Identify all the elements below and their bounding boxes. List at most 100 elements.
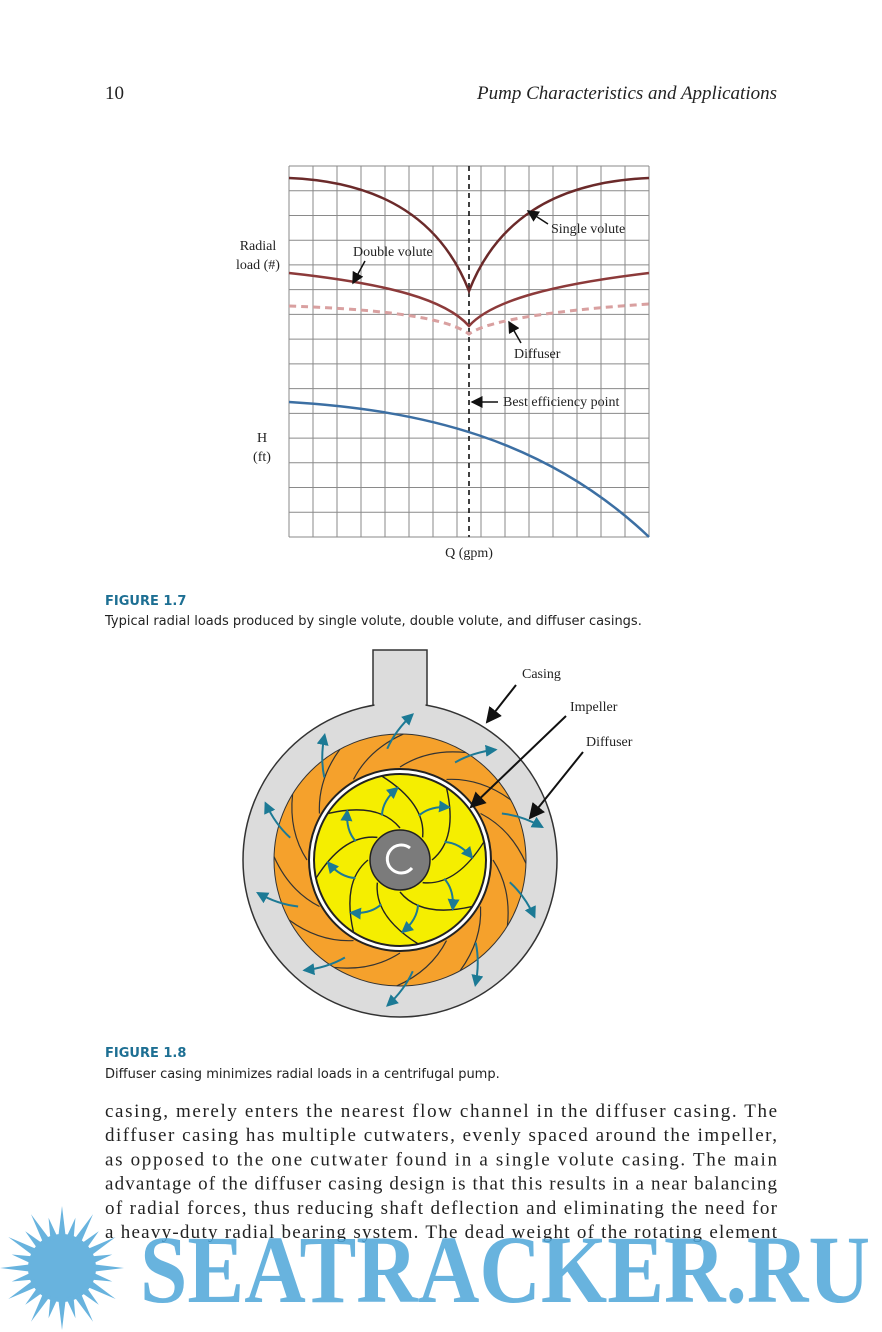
annotation: Diffuser: [514, 347, 561, 362]
axis-label: Q (gpm): [445, 546, 493, 561]
arrow: [469, 715, 567, 809]
sun-ray: [8, 1279, 39, 1299]
diffuser-vane: [446, 778, 512, 801]
annotation: Diffuser: [586, 735, 633, 750]
flow-arrow: [340, 808, 357, 842]
annotation: Double volute: [353, 245, 433, 260]
flow-arrow: [386, 713, 414, 750]
impeller-vane: [327, 809, 401, 829]
arrow: [485, 684, 517, 724]
flow-arrow: [501, 812, 544, 828]
annotation: Single volute: [551, 222, 625, 237]
diffuser-vane: [273, 856, 320, 908]
diffuser-vane: [318, 748, 341, 814]
axis-label: load (#): [236, 258, 280, 273]
flow-arrow: [471, 942, 484, 987]
sun-ray: [73, 1214, 93, 1245]
arrow: [528, 751, 584, 820]
body-line: casing, merely enters the nearest flow c…: [105, 1101, 777, 1122]
sun-ray: [25, 1231, 44, 1250]
body-line: diffuser casing has multiple cutwaters, …: [105, 1125, 777, 1146]
flow-arrow: [316, 733, 329, 778]
sun-ray: [11, 1254, 35, 1265]
flow-arrows: [256, 713, 544, 1007]
axis-label: (ft): [253, 450, 271, 465]
diffuser-vane: [334, 952, 401, 969]
sun-ray: [65, 1217, 76, 1241]
sun-ray: [58, 1206, 66, 1239]
flow-arrow: [444, 840, 474, 859]
axis-label: H: [257, 431, 267, 446]
watermark: SEATRACKER.RU: [0, 1206, 870, 1330]
pump-diagram: [242, 649, 558, 1018]
diffuser-vane: [399, 751, 466, 768]
figure-caption: Typical radial loads produced by single …: [104, 614, 642, 629]
flow-arrow: [386, 970, 414, 1007]
flow-arrow: [264, 801, 291, 839]
diffuser-vane: [291, 794, 308, 861]
body-text: casing, merely enters the nearest flow c…: [105, 1101, 778, 1243]
sun-ray: [0, 1264, 33, 1272]
impeller-vane: [431, 787, 451, 861]
figure-label: FIGURE 1.7: [105, 594, 186, 609]
sun-ray: [80, 1231, 99, 1250]
body-line: of radial forces, thus reducing shaft de…: [105, 1198, 778, 1219]
flow-arrow: [418, 800, 452, 817]
figure-label: FIGURE 1.8: [105, 1046, 186, 1061]
sun-ray: [48, 1217, 59, 1241]
annotation: Best efficiency point: [503, 395, 619, 410]
impeller-vane: [422, 841, 485, 884]
diffuser-vane: [288, 919, 354, 942]
sun-ray: [25, 1286, 44, 1305]
figure-caption: Diffuser casing minimizes radial loads i…: [105, 1067, 500, 1082]
sun-ray: [85, 1237, 116, 1257]
sun-ray: [31, 1291, 51, 1322]
sun-ray: [8, 1237, 39, 1257]
sun-ray: [11, 1271, 35, 1282]
diffuser-vane: [352, 733, 404, 780]
sun-ray: [89, 1254, 113, 1265]
rotation-arrow: [385, 843, 414, 875]
impeller-vane: [376, 882, 419, 945]
flow-arrow: [326, 861, 356, 880]
arrow: [352, 260, 366, 285]
sun-disc: [28, 1234, 96, 1302]
diffuser-vane: [492, 859, 509, 926]
sun-ray: [80, 1286, 99, 1305]
annotation: Impeller: [570, 700, 618, 715]
flow-arrow: [302, 956, 346, 976]
flow-arrow: [401, 904, 420, 934]
head-curve: [288, 400, 650, 538]
sun-ray: [91, 1264, 124, 1272]
vanes: [273, 733, 527, 987]
watermark-sun: [0, 1206, 124, 1330]
running-title: Pump Characteristics and Applications: [476, 83, 777, 104]
double-volute-curve: [288, 271, 650, 328]
impeller-vane: [315, 836, 378, 879]
diffuser-vane: [480, 812, 527, 864]
hub: [369, 829, 431, 891]
sun-ray: [85, 1279, 116, 1299]
sun-ray: [65, 1295, 76, 1319]
watermark-text: SEATRACKER.RU: [140, 1216, 870, 1323]
sun-ray: [48, 1295, 59, 1319]
sun-ray: [31, 1214, 51, 1245]
flow-arrow: [348, 903, 382, 920]
sun-ray: [58, 1297, 66, 1330]
body-line: as opposed to the one cutwater found in …: [105, 1149, 778, 1170]
sun-ray: [73, 1291, 93, 1322]
arrow: [508, 320, 522, 344]
page-number: 10: [105, 83, 124, 104]
impeller-vane: [349, 859, 369, 933]
outlet-join: [374, 700, 426, 722]
annotation: Casing: [522, 667, 561, 682]
single-volute-curve: [288, 176, 650, 295]
flow-arrow: [443, 878, 460, 912]
axis-label: Radial: [240, 239, 277, 254]
flow-arrow: [454, 744, 498, 764]
body-line: a heavy-duty radial bearing system. The …: [105, 1222, 778, 1243]
sun-ray: [89, 1271, 113, 1282]
flow-arrow: [380, 786, 399, 816]
